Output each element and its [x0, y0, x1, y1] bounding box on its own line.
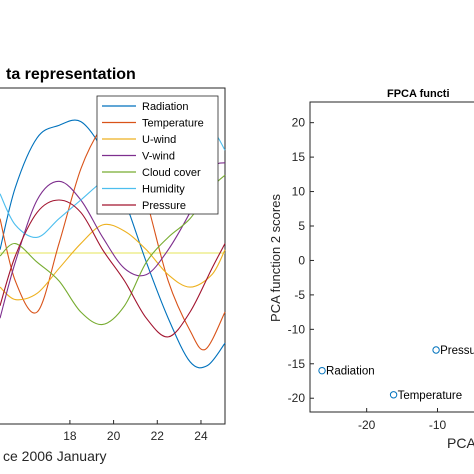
left-title: ta representation — [6, 66, 136, 83]
point-pressure — [432, 346, 440, 354]
left-x-ticks: 18 20 22 24 — [63, 420, 208, 443]
legend-label: Temperature — [142, 118, 204, 130]
right-title: FPCA functi — [387, 88, 450, 100]
legend-label: U-wind — [142, 134, 176, 146]
right-y-ticks: 20 15 10 5 0 -5 -10 -15 -20 — [288, 116, 314, 405]
x-tick-label: 20 — [107, 429, 121, 443]
y-tick-label: 5 — [298, 219, 305, 233]
right-axes-box — [309, 101, 474, 413]
legend-label: V-wind — [142, 151, 175, 163]
series-line-cloud-cover — [0, 174, 226, 326]
point-label: Radiation — [326, 366, 375, 378]
legend-label: Pressure — [142, 200, 186, 212]
right-x-axis-label: PCA — [447, 435, 474, 451]
y-tick-label: 20 — [292, 116, 306, 130]
right-x-ticks: -20 -10 — [358, 408, 447, 432]
x-tick-label: 18 — [63, 429, 77, 443]
y-tick-label: 15 — [292, 150, 306, 164]
right-points-group: Pressure Radiation Temperature — [318, 345, 474, 402]
left-x-axis-label: ce 2006 January — [3, 448, 107, 464]
y-tick-label: 10 — [292, 185, 306, 199]
x-tick-label: 22 — [151, 429, 165, 443]
y-tick-label: -10 — [288, 322, 306, 336]
x-tick-label: -20 — [358, 418, 376, 432]
y-tick-label: -20 — [288, 391, 306, 405]
series-line-pressure — [0, 199, 226, 338]
x-tick-label: -10 — [429, 418, 447, 432]
legend-label: Humidity — [142, 184, 185, 196]
legend-label: Cloud cover — [142, 167, 201, 179]
right-chart: 20 15 10 5 0 -5 -10 -15 -20 -20 -10 Pressure Radia… — [268, 88, 474, 451]
y-tick-label: -15 — [288, 357, 306, 371]
left-chart: 18 20 22 24 ta representation ce 2006 Janua… — [0, 66, 226, 464]
point-temperature — [389, 391, 398, 399]
legend-label: Radiation — [142, 101, 188, 113]
x-tick-label: 24 — [194, 429, 208, 443]
point-label: Temperature — [398, 390, 463, 402]
y-tick-label: -5 — [294, 288, 305, 302]
left-legend: Radiation Temperature U-wind V-wind Cloud co… — [96, 95, 219, 215]
point-label: Pressure — [440, 345, 474, 357]
right-y-axis-label: PCA function 2 scores — [268, 194, 283, 322]
series-line-u-wind — [0, 223, 226, 301]
y-tick-label: 0 — [298, 253, 305, 267]
point-radiation — [318, 366, 326, 375]
